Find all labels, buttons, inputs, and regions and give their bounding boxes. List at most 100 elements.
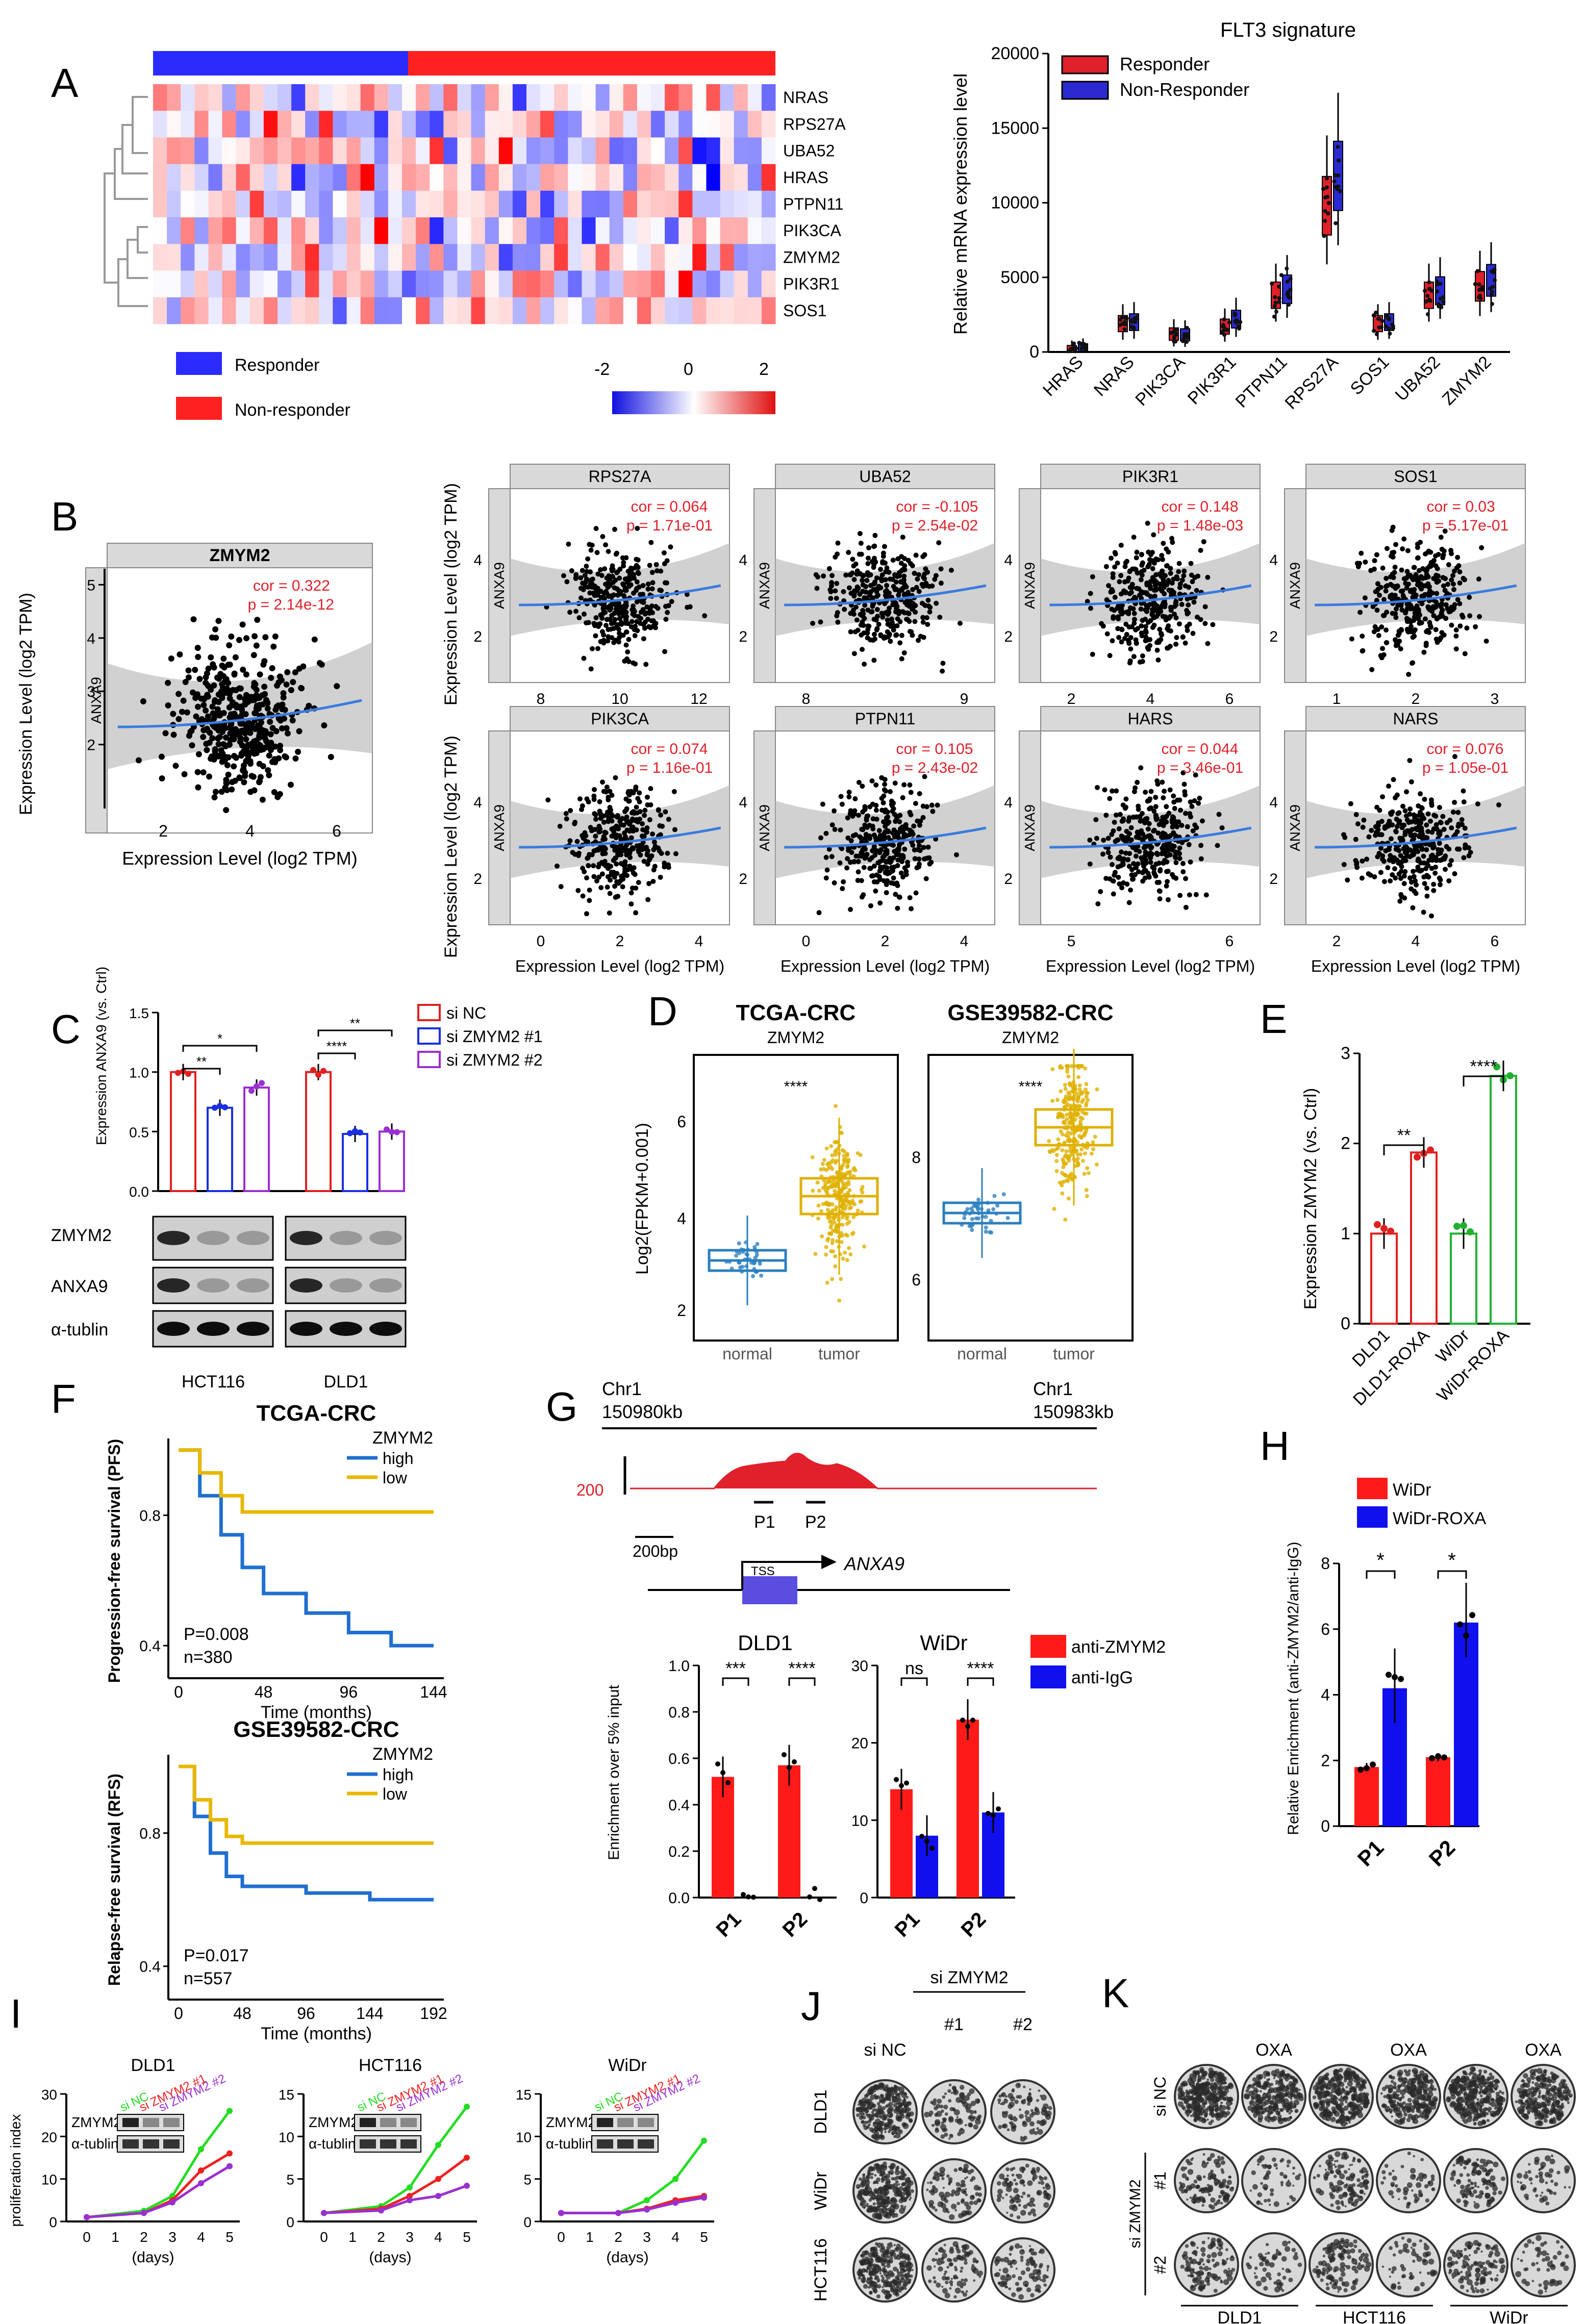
b-small-uba52-point	[826, 566, 832, 571]
b-small-hars-point	[1161, 823, 1166, 828]
heatmap-cell	[609, 190, 624, 218]
d-gse-dot	[976, 1202, 981, 1206]
heatmap-cell	[278, 270, 292, 298]
c-dot	[175, 1070, 181, 1076]
heatmap-cell	[402, 297, 416, 324]
heatmap-cell	[665, 137, 679, 165]
b-small-sos1-point	[1434, 591, 1440, 596]
b-small-ptpn11-point	[832, 827, 838, 832]
b-small-sos1-point	[1400, 546, 1405, 551]
b-small-uba52-point	[901, 592, 907, 598]
b-small-pik3r1-point	[1201, 539, 1206, 544]
f-gse-legend-title: ZMYM2	[372, 1745, 433, 1764]
b-small-rps27a-point	[614, 570, 620, 575]
b-main-point	[220, 655, 227, 662]
b-small-nars-point	[1386, 847, 1392, 852]
b-small-rps27a-point	[578, 595, 584, 601]
flt3-dot	[1423, 289, 1427, 293]
b-main-point	[267, 718, 273, 725]
b-small-pik3r1-point	[1131, 620, 1137, 626]
c-dot	[254, 1083, 260, 1090]
d-gse-dot	[989, 1219, 993, 1223]
c-sig-bracket	[317, 1052, 356, 1059]
b-small-pik3ca-p: p = 1.16e-01	[626, 760, 713, 776]
b-small-uba52-point	[890, 602, 896, 608]
b-small-hars-point	[1203, 892, 1209, 898]
b-small-sos1-point	[1462, 651, 1468, 656]
b-small-rps27a-point	[641, 636, 646, 642]
d-gse-dot	[1078, 1120, 1083, 1124]
b-main-x-tick: 2	[159, 822, 168, 840]
b-small-ptpn11-point	[875, 860, 881, 866]
heatmap-cell	[388, 111, 402, 138]
b-small-pik3ca-point	[614, 861, 619, 867]
b-small-pik3r1-point	[1128, 590, 1134, 595]
b-small-uba52-point	[855, 627, 861, 633]
b-small-uba52-point	[921, 635, 926, 640]
d-tcga-dot	[840, 1223, 845, 1227]
g-widr-dot	[929, 1846, 935, 1851]
b-small-ptpn11-point	[904, 860, 910, 865]
b-small-pik3ca-point	[671, 789, 677, 794]
b-small-rps27a-point	[621, 563, 626, 569]
d-tcga-dot	[832, 1183, 836, 1188]
b-small-rps27a-point	[587, 590, 593, 596]
heatmap-cell	[208, 297, 223, 324]
b-small-sos1-point	[1464, 625, 1470, 631]
b-small-sos1-point	[1415, 545, 1420, 550]
d-tcga-dot	[737, 1241, 741, 1246]
b-small-hars-yvar: ANXA9	[1022, 804, 1038, 851]
b-small-uba52-point	[919, 582, 925, 587]
b-small-ptpn11-point	[886, 819, 892, 825]
i-xlabel: (days)	[606, 2249, 648, 2266]
b-small-pik3ca-point	[634, 810, 640, 816]
heatmap-cell	[512, 217, 527, 244]
heatmap-cell	[761, 217, 776, 244]
b-small-rps27a-point	[600, 534, 606, 539]
b-small-pik3ca-point	[633, 784, 639, 790]
b-small-ptpn11-point	[953, 852, 959, 857]
b-small-hars-point	[1165, 879, 1170, 885]
b-small-hars-point	[1187, 892, 1192, 898]
b-small-hars-point	[1219, 825, 1225, 830]
b-small-sos1-point	[1383, 575, 1389, 581]
b-main-point	[272, 759, 279, 766]
b-small-rps27a-point	[593, 615, 599, 621]
heatmap-cell	[623, 137, 638, 165]
flt3-dot	[1323, 219, 1327, 223]
b-small-ptpn11-point	[874, 848, 880, 854]
panel-g-letter: G	[546, 1384, 577, 1429]
b-small-pik3r1-point	[1177, 591, 1183, 597]
flt3-dot	[1181, 338, 1186, 343]
b-small-uba52-point	[902, 610, 908, 616]
b-small-hars-point	[1123, 850, 1128, 856]
heatmap-cell	[761, 270, 776, 298]
heatmap-cell	[194, 84, 209, 111]
b-small-ptpn11-point	[902, 846, 908, 852]
b-main-point	[334, 683, 340, 690]
b-main-point	[292, 755, 299, 762]
b-small-nars-point	[1393, 795, 1398, 800]
d-gse-dot	[1062, 1098, 1066, 1103]
i-point	[169, 2199, 175, 2206]
d-tcga-dot	[747, 1257, 752, 1262]
b-small-pik3ca-point	[601, 819, 607, 825]
d-tcga-dot	[836, 1179, 840, 1183]
heatmap-cell	[457, 270, 472, 298]
b-small-uba52-point	[912, 570, 917, 576]
e-dot	[1380, 1225, 1388, 1232]
g-primer-p1: P1	[754, 1512, 775, 1532]
i-blot-band	[163, 2139, 180, 2149]
b-small-hars-point	[1153, 873, 1159, 879]
b-small-uba52-point	[901, 580, 907, 586]
d-tcga-dot	[833, 1150, 838, 1154]
b-small-nars-point	[1394, 857, 1400, 863]
b-small-ptpn11-point	[840, 886, 845, 892]
b-small-sos1-point	[1435, 615, 1441, 621]
b-main-point	[273, 728, 280, 735]
d-gse-dot	[1068, 1146, 1073, 1150]
b-small-uba52-point	[854, 617, 860, 623]
